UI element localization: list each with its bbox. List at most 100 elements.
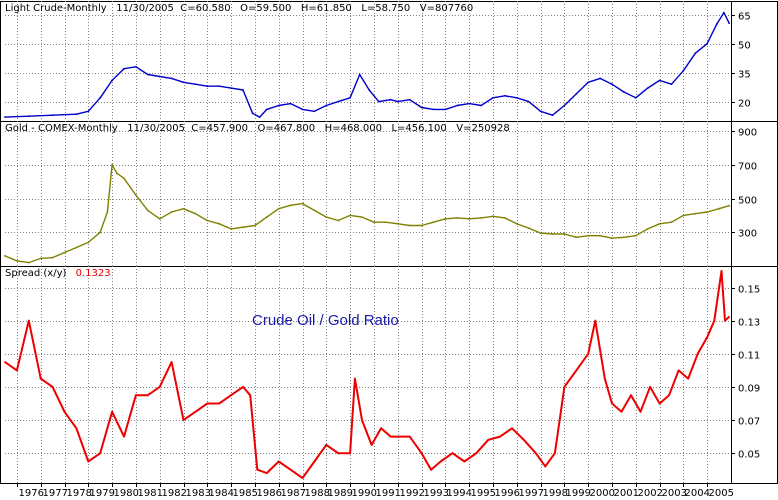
gold-data-point <box>116 172 118 175</box>
spread-data-point <box>337 452 340 455</box>
crude-data-point <box>658 79 661 82</box>
crude-data-point <box>27 115 30 118</box>
gold-data-point <box>277 207 280 210</box>
gold-ytick-label: 700 <box>738 162 757 173</box>
xtick-label: 1990 <box>352 488 377 499</box>
xtick-label: 1996 <box>495 488 520 499</box>
gold-data-point <box>158 217 161 220</box>
spread-data-point <box>563 386 566 388</box>
gold-data-point <box>4 255 6 257</box>
crude-data-point <box>87 110 90 113</box>
spread-data-point <box>408 435 411 438</box>
spread-ytick-label: 0.09 <box>738 384 760 395</box>
crude-data-point <box>337 100 340 103</box>
crude-data-point <box>492 96 494 99</box>
crude-data-point <box>313 110 316 113</box>
xtick-label: 1980 <box>114 488 139 499</box>
spread-data-point <box>658 402 661 405</box>
gold-data-point <box>718 207 720 210</box>
xtick-label: 1984 <box>209 488 234 499</box>
crude-data-point <box>265 108 268 111</box>
crude-data-point <box>575 93 578 95</box>
spread-data-point <box>724 319 726 322</box>
gold-data-point <box>575 236 578 239</box>
gold-ytick-label: 300 <box>738 229 757 240</box>
spread-label: Spread (x/y) <box>5 268 67 279</box>
gold-ytick-label: 900 <box>738 128 757 139</box>
xtick-label: 1979 <box>90 488 115 499</box>
gold-data-point <box>325 216 328 219</box>
gold-data-point <box>39 257 42 260</box>
xtick-label: 1992 <box>400 488 425 499</box>
spread-data-point <box>430 468 432 471</box>
crude-data-point <box>432 108 435 111</box>
gold-data-point <box>658 222 661 225</box>
gold-data-point <box>420 224 423 227</box>
gold-data-point <box>432 221 435 224</box>
crude-panel-header: Light Crude-Monthly 11/30/2005 C=60.580 … <box>5 3 473 14</box>
gold-data-point <box>170 211 173 213</box>
gold-data-point <box>194 212 197 215</box>
gold-data-point <box>504 217 506 219</box>
xtick-label: 2004 <box>685 488 710 499</box>
spread-data-point <box>325 444 328 446</box>
crude-data-point <box>468 102 471 105</box>
gold-series-line <box>4 164 730 264</box>
gold-data-point <box>87 241 90 244</box>
crude-data-point <box>99 96 102 99</box>
spread-data-point <box>475 452 478 455</box>
crude-data-point <box>515 96 518 99</box>
crude-data-point <box>4 116 6 118</box>
crude-data-point <box>480 104 482 107</box>
gold-data-point <box>670 221 673 224</box>
gold-data-point <box>634 234 637 237</box>
crude-data-point <box>682 69 685 72</box>
spread-data-point <box>75 427 78 430</box>
series-plots <box>4 11 730 479</box>
gold-data-point <box>563 233 566 235</box>
gold-data-point <box>27 261 30 264</box>
spread-data-point <box>370 444 373 446</box>
gold-ytick-label: 500 <box>738 196 757 207</box>
xtick-label: 2005 <box>709 488 734 499</box>
gold-data-point <box>301 202 304 205</box>
crude-series-line <box>4 11 730 118</box>
spread-data-point <box>182 419 185 421</box>
gold-data-point <box>313 209 316 212</box>
gold-data-point <box>51 256 54 259</box>
spread-data-point <box>603 377 606 380</box>
crude-data-point <box>358 73 361 76</box>
gold-data-point <box>242 226 244 229</box>
x-axis: 1976197719781979198019811982198319841985… <box>17 483 734 499</box>
spread-data-point <box>16 369 18 372</box>
xtick-label: 2001 <box>614 488 639 499</box>
spread-data-point <box>639 410 642 413</box>
spread-ytick-label: 0.13 <box>738 318 760 329</box>
gold-data-point <box>456 217 459 219</box>
xtick-label: 1993 <box>424 488 449 499</box>
gold-data-point <box>182 207 185 210</box>
spread-data-point <box>713 319 716 322</box>
spread-data-point <box>206 402 209 405</box>
gold-data-point <box>599 234 601 237</box>
crude-data-point <box>728 22 730 24</box>
crude-ytick-label: 35 <box>738 70 751 81</box>
crude-data-point <box>325 104 328 107</box>
spread-data-point <box>396 435 399 438</box>
spread-data-point <box>301 477 304 479</box>
crude-data-point <box>504 94 506 97</box>
spread-data-point <box>728 316 730 318</box>
gold-data-point <box>135 194 137 197</box>
gold-data-point <box>106 211 109 213</box>
gold-data-point <box>373 221 375 224</box>
gold-data-point <box>111 163 113 166</box>
spread-data-point <box>361 419 363 421</box>
gold-data-point <box>468 217 471 220</box>
xtick-label: 1999 <box>566 488 591 499</box>
crude-data-point <box>670 83 673 86</box>
crude-data-point <box>51 114 54 117</box>
gold-data-point <box>218 222 221 225</box>
xtick-label: 1977 <box>43 488 68 499</box>
gold-data-point <box>492 215 494 218</box>
